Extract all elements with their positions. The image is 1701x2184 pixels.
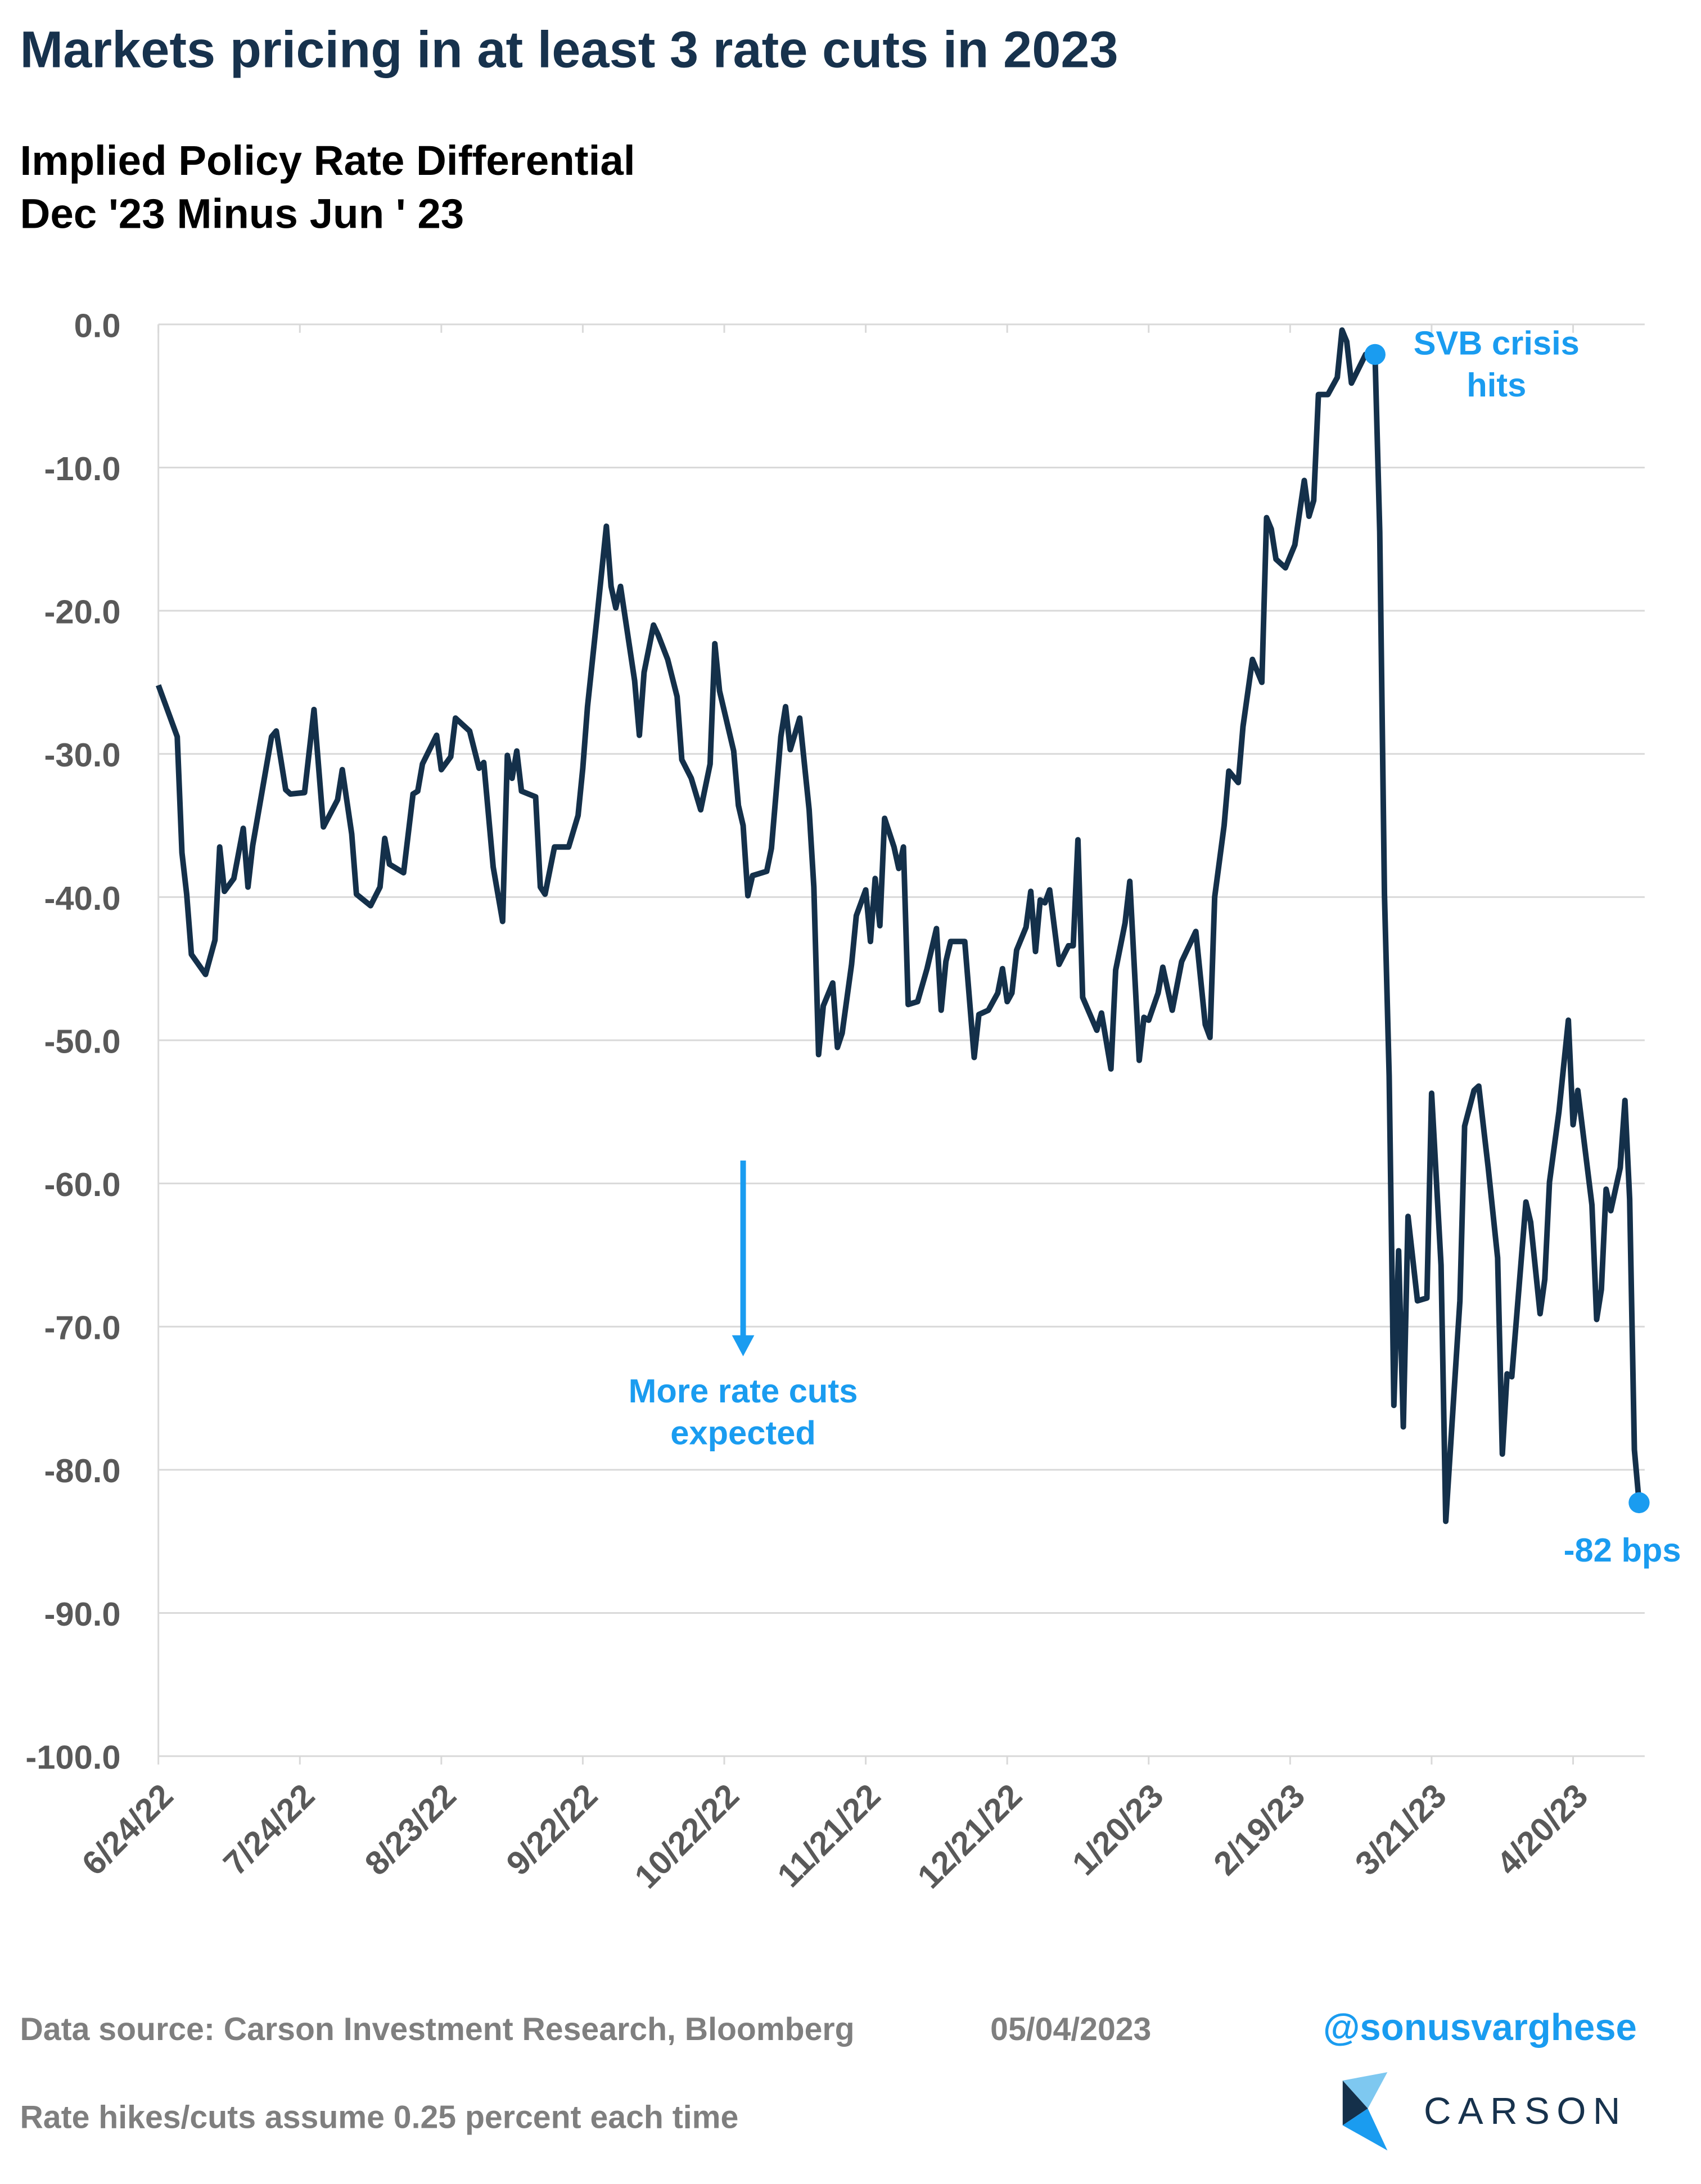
y-tick-label: -100.0 [25,1738,120,1776]
date-note: 05/04/2023 [990,2011,1151,2047]
y-tick-label: -70.0 [44,1309,121,1347]
footnote: Rate hikes/cuts assume 0.25 percent each… [20,2100,738,2136]
annotation-text: -82 bps [1564,1531,1681,1569]
annotation-text: hits [1467,366,1526,404]
annotation-arrowhead [732,1335,755,1356]
data-line [155,327,1642,1524]
y-tick-label: -60.0 [44,1166,121,1203]
y-tick-label: -50.0 [44,1022,121,1060]
annotation-dot [1364,344,1386,365]
logo-shape [1342,2108,1388,2151]
chart-subtitle: Implied Policy Rate Differential [20,137,635,184]
y-tick-label: -80.0 [44,1452,121,1490]
y-tick-label: 0.0 [74,306,121,344]
annotation-text: More rate cuts [629,1372,858,1410]
logo-shape [1342,2072,1388,2109]
logo: CARSON [1342,2072,1627,2151]
source-note: Data source: Carson Investment Research,… [20,2011,854,2047]
annotation-dot [1628,1492,1650,1514]
y-tick-label: -10.0 [44,450,121,488]
chart-title: Markets pricing in at least 3 rate cuts … [20,21,1118,78]
y-tick-label: -20.0 [44,593,121,631]
annotation-text: expected [670,1414,816,1452]
y-tick-label: -40.0 [44,879,121,917]
logo-text: CARSON [1424,2090,1627,2132]
author-handle: @sonusvarghese [1323,2006,1637,2048]
logo-shape [1342,2080,1368,2126]
y-tick-label: -90.0 [44,1595,121,1633]
y-tick-label: -30.0 [44,736,121,774]
annotation-text: SVB crisis [1414,324,1580,362]
chart-subtitle: Dec '23 Minus Jun ' 23 [20,189,464,237]
